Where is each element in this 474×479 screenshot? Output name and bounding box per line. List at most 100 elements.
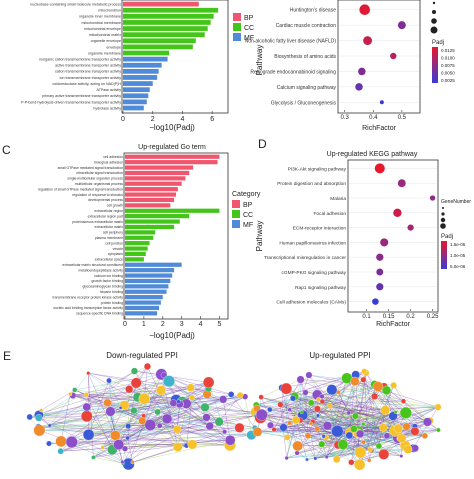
x-tick-label: 0.4 — [369, 115, 378, 121]
up-ppi-node — [315, 426, 320, 431]
down-ppi-node — [91, 455, 95, 459]
down-ppi-node — [66, 436, 78, 448]
legend-cc-swatch — [233, 23, 241, 31]
go-term-label: extracellular space — [95, 258, 123, 262]
down-ppi-node — [206, 422, 214, 430]
go-bar — [125, 290, 167, 294]
panel-b-padj-colorbar — [432, 47, 438, 83]
go-term-label: extracellular matrix — [95, 225, 124, 229]
go-bar — [125, 268, 174, 272]
go-term-label: primary active transmembrane transporter… — [42, 94, 121, 98]
x-tick-label: 4 — [199, 321, 203, 328]
go-term-label: intracellular signal transduction — [76, 171, 123, 175]
pathway-point — [398, 21, 406, 29]
panel-d-letter: D — [258, 137, 267, 151]
legend-mf-swatch — [233, 33, 241, 41]
go-term-label: mitochondrial envelope — [84, 27, 121, 31]
pathway-point — [363, 36, 372, 45]
legend-mf-label: MF — [243, 222, 253, 229]
go-term-label: organelle inner membrane — [79, 15, 121, 19]
go-bar — [123, 100, 147, 105]
up-ppi-node — [382, 386, 391, 395]
up-ppi-node — [368, 447, 373, 452]
go-term-label: oxidoreductase activity, acting on NAD(P… — [52, 82, 121, 86]
go-term-label: cell periphery — [103, 231, 123, 235]
go-term-label: hydrolase activity — [93, 106, 121, 110]
pathway-point — [376, 283, 383, 290]
go-term-label: growth factor binding — [92, 279, 124, 283]
panel-c-title: Up-regulated Go term — [138, 144, 206, 151]
go-bar — [123, 69, 159, 74]
down-ppi-node — [113, 440, 123, 450]
down-ppi-node — [121, 460, 125, 464]
padj-tick-label: 1.0e-05 — [450, 253, 466, 258]
down-ppi-node — [101, 446, 105, 450]
panel-d-legend-size-title: GeneNumber — [441, 199, 471, 205]
up-ppi-node — [362, 368, 367, 373]
up-ppi-node — [338, 439, 348, 449]
go-term-label: multicellular organismal process — [75, 182, 124, 186]
go-bar — [123, 93, 148, 98]
down-ppi-node — [139, 393, 150, 404]
up-ppi-node — [423, 418, 432, 427]
x-tick-label: 4 — [180, 116, 184, 123]
padj-tick-label: 1.5e-05 — [450, 242, 466, 247]
go-bar — [123, 45, 193, 50]
x-tick-label: 0.25 — [427, 314, 439, 320]
pathway-point — [358, 68, 365, 75]
go-bar — [125, 273, 172, 277]
size-legend-dot — [431, 18, 437, 24]
go-term-label: nucleic acid binding transcription facto… — [53, 306, 123, 310]
up-ppi-node — [354, 459, 365, 470]
up-ppi-node — [411, 445, 418, 452]
down-ppi-node — [27, 414, 33, 420]
pathway-point — [359, 4, 370, 15]
up-ppi-node — [259, 395, 264, 400]
panel-d-legend-padj-title: Padj — [441, 234, 453, 240]
go-bar — [125, 246, 148, 250]
panel-b-y-axis-title: Pathway — [255, 45, 264, 76]
padj-tick-label: 0.0125 — [441, 48, 455, 53]
up-ppi-node — [356, 430, 364, 438]
down-ppi-node — [235, 423, 245, 433]
up-ppi-node — [323, 421, 332, 430]
pathway-point — [393, 209, 401, 217]
pathway-label: ECM-receptor interaction — [293, 226, 347, 232]
up-ppi-node — [348, 459, 354, 465]
down-ppi-node — [131, 407, 138, 414]
go-bar — [125, 176, 185, 180]
down-ppi-node — [189, 395, 195, 401]
down-regulated-ppi-network — [27, 363, 262, 470]
go-term-label: mitochondrion — [98, 9, 121, 13]
down-ppi-node — [157, 423, 162, 428]
x-tick-label: 0.15 — [383, 314, 395, 320]
panel-d-plot-frame — [348, 160, 438, 312]
pathway-label: Human papillomavirus infection — [279, 240, 346, 246]
up-ppi-node — [316, 414, 320, 418]
go-bar — [123, 81, 153, 86]
up-ppi-node — [397, 434, 406, 443]
up-ppi-node — [400, 454, 403, 457]
legend-bp-swatch — [233, 13, 241, 21]
go-term-label: vesicle — [113, 247, 123, 251]
pathway-point — [380, 100, 384, 104]
up-ppi-node — [390, 382, 396, 388]
x-tick-label: 0.1 — [362, 314, 371, 320]
panel-c-x-axis-title: −log10(Padj) — [149, 331, 195, 340]
down-ppi-node — [84, 392, 89, 397]
go-term-label: calcium ion binding — [94, 274, 123, 278]
panel-b-plot-frame — [338, 0, 420, 113]
up-ppi-node — [314, 457, 317, 460]
up-ppi-node — [272, 427, 277, 432]
go-bar — [125, 171, 189, 175]
up-ppi-node — [322, 434, 326, 438]
pathway-label: Cell adhesion molecules (CAMs) — [276, 300, 346, 306]
go-bar — [125, 284, 168, 288]
up-ppi-node — [394, 424, 403, 433]
up-ppi-node — [318, 441, 325, 448]
legend-cc-label: CC — [243, 212, 253, 219]
x-tick-label: 6 — [210, 116, 214, 123]
panel-e-ppi-networks: E Down-regulated PPI Up-regulated PPI — [3, 349, 441, 470]
